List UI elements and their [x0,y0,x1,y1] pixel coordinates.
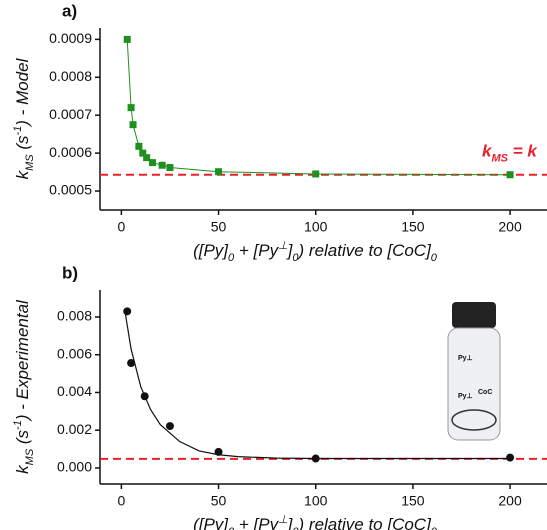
y-axis-label-part: k [13,169,32,179]
x-axis-label: ([Py]0 + [Py⊥]0) relative to [CoC]0 [193,514,438,530]
x-axis-label-part: 0 [431,526,438,530]
inset-label: CoC [478,389,492,396]
y-tick-label: 0.0008 [49,68,92,84]
y-axis-label-part: MS [24,448,36,465]
data-point [165,422,174,431]
data-point [135,142,143,150]
y-tick-label: 0.008 [57,308,92,324]
data-point [166,164,174,172]
data-point [127,104,135,112]
x-tick-label: 100 [304,493,328,509]
x-axis-label-part: 0 [431,252,438,264]
x-axis-label-part: + [Py [234,241,279,260]
vial-ring [451,409,497,431]
series-line [126,39,511,176]
x-axis-label-part: ([Py] [193,515,229,530]
y-tick-label: 0.0005 [49,182,92,198]
x-axis-label-part: 0 [292,252,299,264]
annotation-part: MS [491,153,508,165]
annotation: kMS = k [482,142,538,164]
x-tick-label: 50 [211,493,227,509]
panel-label: a) [62,1,77,20]
x-axis-label-part: ] [286,241,294,260]
x-axis-label-part: 0 [292,526,299,530]
x-axis-label-part: ([Py] [193,241,229,260]
x-tick-label: 150 [401,219,425,235]
data-point [215,168,223,176]
inset-label: Py⊥ [458,354,473,362]
x-axis-label-part: + [Py [234,515,279,530]
x-tick-label: 200 [498,493,522,509]
x-tick-label: 100 [304,219,328,235]
x-axis-label-part: ] [286,515,294,530]
series-line [124,313,511,460]
data-point [506,171,514,179]
y-axis-label-part: (s [13,135,32,154]
y-axis-label-part: -1 [12,126,24,136]
y-axis-label: kMS (s-1) - Experimental [12,299,36,474]
data-point [123,307,132,316]
y-tick-label: 0.004 [57,383,92,399]
y-tick-label: 0.0006 [49,144,92,160]
x-tick-label: 0 [117,493,125,509]
x-tick-label: 200 [498,219,522,235]
x-axis-label-part: ⊥ [278,514,288,526]
x-axis-label-part: ) relative to [CoC] [297,241,433,260]
data-point [139,149,147,157]
data-point [506,453,515,462]
inset-vial [447,302,501,441]
x-axis-label: ([Py]0 + [Py⊥]0) relative to [CoC]0 [193,240,438,264]
data-point [129,121,137,129]
y-tick-label: 0.000 [57,459,92,475]
y-tick-label: 0.0007 [49,106,92,122]
x-axis-label-part: ) relative to [CoC] [297,515,433,530]
x-tick-label: 50 [211,219,227,235]
x-tick-label: 150 [401,493,425,509]
y-axis-label-part: ) - Model [13,57,32,127]
y-axis-label: kMS (s-1) - Model [12,57,36,179]
inset-label: Py⊥ [458,392,473,400]
x-tick-label: 0 [117,219,125,235]
data-point [148,159,156,167]
data-point [143,154,151,162]
x-axis-label-part: ⊥ [278,240,288,252]
data-point [127,359,136,368]
panel-label: b) [62,263,78,282]
data-point [312,170,320,178]
y-tick-label: 0.0009 [49,30,92,46]
y-tick-label: 0.006 [57,345,92,361]
y-axis-label-part: ) - Experimental [13,299,32,422]
data-point [158,161,166,169]
y-axis-label-part: k [13,464,32,474]
x-axis-label-part: 0 [228,526,235,530]
annotation-part: k [482,142,493,161]
data-point [123,35,131,43]
y-axis-label-part: MS [24,154,36,171]
y-axis-label-part: (s [13,429,32,448]
y-tick-label: 0.002 [57,421,92,437]
annotation-part: = k [508,142,538,161]
y-axis-label-part: -1 [12,420,24,430]
x-axis-label-part: 0 [228,252,235,264]
vial-body [447,327,501,441]
vial-cap [452,302,496,328]
